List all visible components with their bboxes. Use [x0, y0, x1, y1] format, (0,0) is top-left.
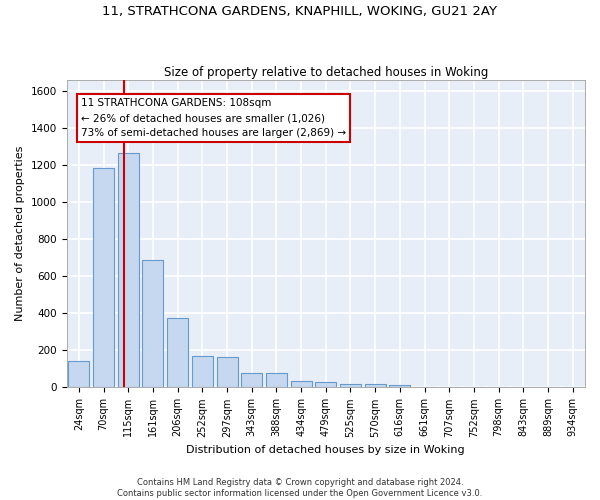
Bar — [217, 357, 238, 388]
Bar — [118, 153, 139, 388]
Text: 11 STRATHCONA GARDENS: 108sqm
← 26% of detached houses are smaller (1,026)
73% o: 11 STRATHCONA GARDENS: 108sqm ← 26% of d… — [81, 98, 346, 138]
Title: Size of property relative to detached houses in Woking: Size of property relative to detached ho… — [164, 66, 488, 78]
Bar — [340, 384, 361, 388]
Bar — [142, 260, 163, 388]
Y-axis label: Number of detached properties: Number of detached properties — [15, 146, 25, 321]
Bar — [93, 168, 114, 388]
Text: 11, STRATHCONA GARDENS, KNAPHILL, WOKING, GU21 2AY: 11, STRATHCONA GARDENS, KNAPHILL, WOKING… — [103, 5, 497, 18]
Bar — [290, 381, 311, 388]
Bar — [241, 372, 262, 388]
Bar — [167, 318, 188, 388]
Bar — [266, 373, 287, 388]
Bar — [192, 356, 213, 388]
Bar — [389, 385, 410, 388]
X-axis label: Distribution of detached houses by size in Woking: Distribution of detached houses by size … — [187, 445, 465, 455]
Text: Contains HM Land Registry data © Crown copyright and database right 2024.
Contai: Contains HM Land Registry data © Crown c… — [118, 478, 482, 498]
Bar — [315, 382, 336, 388]
Bar — [365, 384, 386, 388]
Bar — [68, 360, 89, 388]
